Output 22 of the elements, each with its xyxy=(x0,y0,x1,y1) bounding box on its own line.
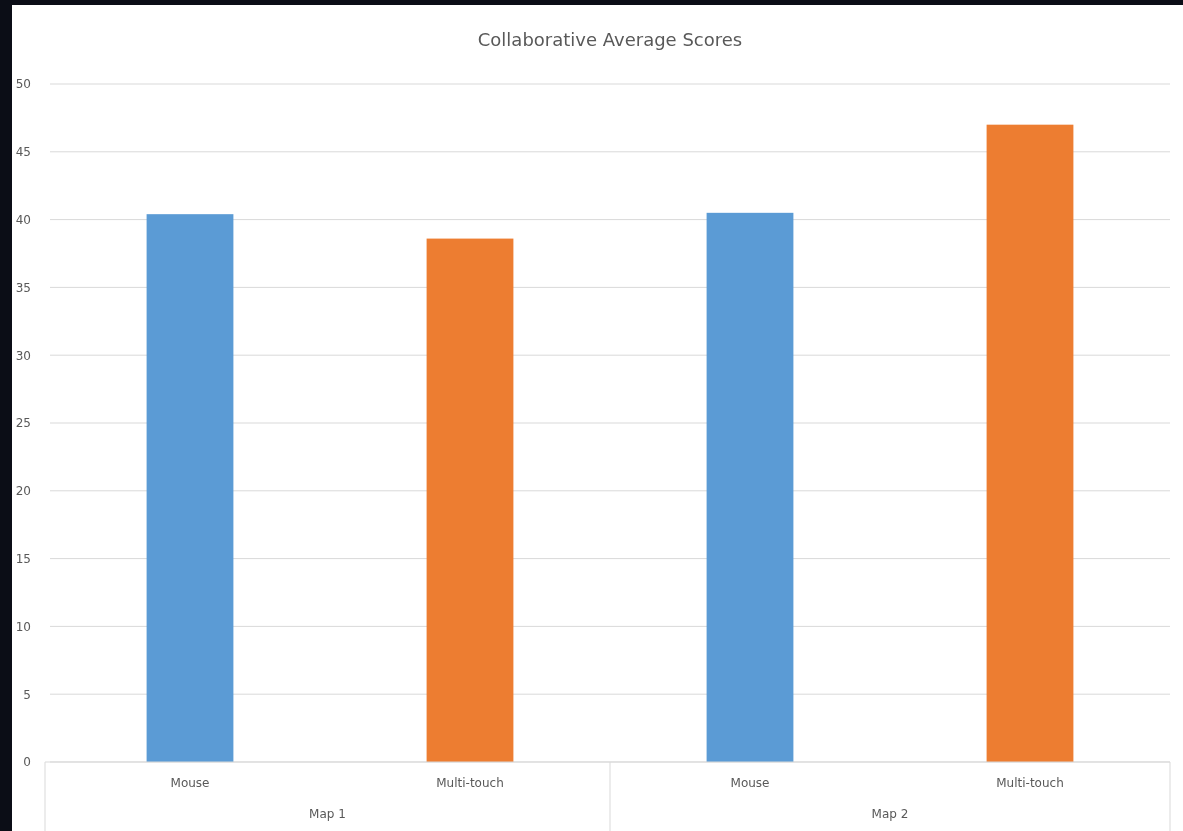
text: Map 1 xyxy=(309,807,346,821)
y-tick-label: 15 xyxy=(15,551,31,566)
y-tick-label: 45 xyxy=(15,145,31,160)
y-tick-label: 50 xyxy=(15,77,31,92)
chart-title: Collaborative Average Scores xyxy=(477,29,743,50)
y-tick-label: 40 xyxy=(15,212,31,227)
y-tick-label: 10 xyxy=(15,619,31,634)
y-tick-label: 25 xyxy=(15,416,31,431)
x-tick-label: Mouse xyxy=(170,776,210,790)
bar xyxy=(426,238,514,762)
y-tick-label: 20 xyxy=(15,484,31,499)
y-tick-label: 35 xyxy=(15,280,31,295)
y-tick-label: 5 xyxy=(23,687,31,702)
text: Map 2 xyxy=(871,807,909,821)
x-tick-label: Mouse xyxy=(730,776,770,790)
bar xyxy=(706,212,794,762)
x-tick-label: Multi-touch xyxy=(436,776,504,790)
bar xyxy=(146,214,234,762)
bar xyxy=(986,124,1074,762)
y-tick-label: 0 xyxy=(23,755,31,770)
x-tick-label: Multi-touch xyxy=(996,776,1064,790)
y-tick-label: 30 xyxy=(15,348,31,363)
